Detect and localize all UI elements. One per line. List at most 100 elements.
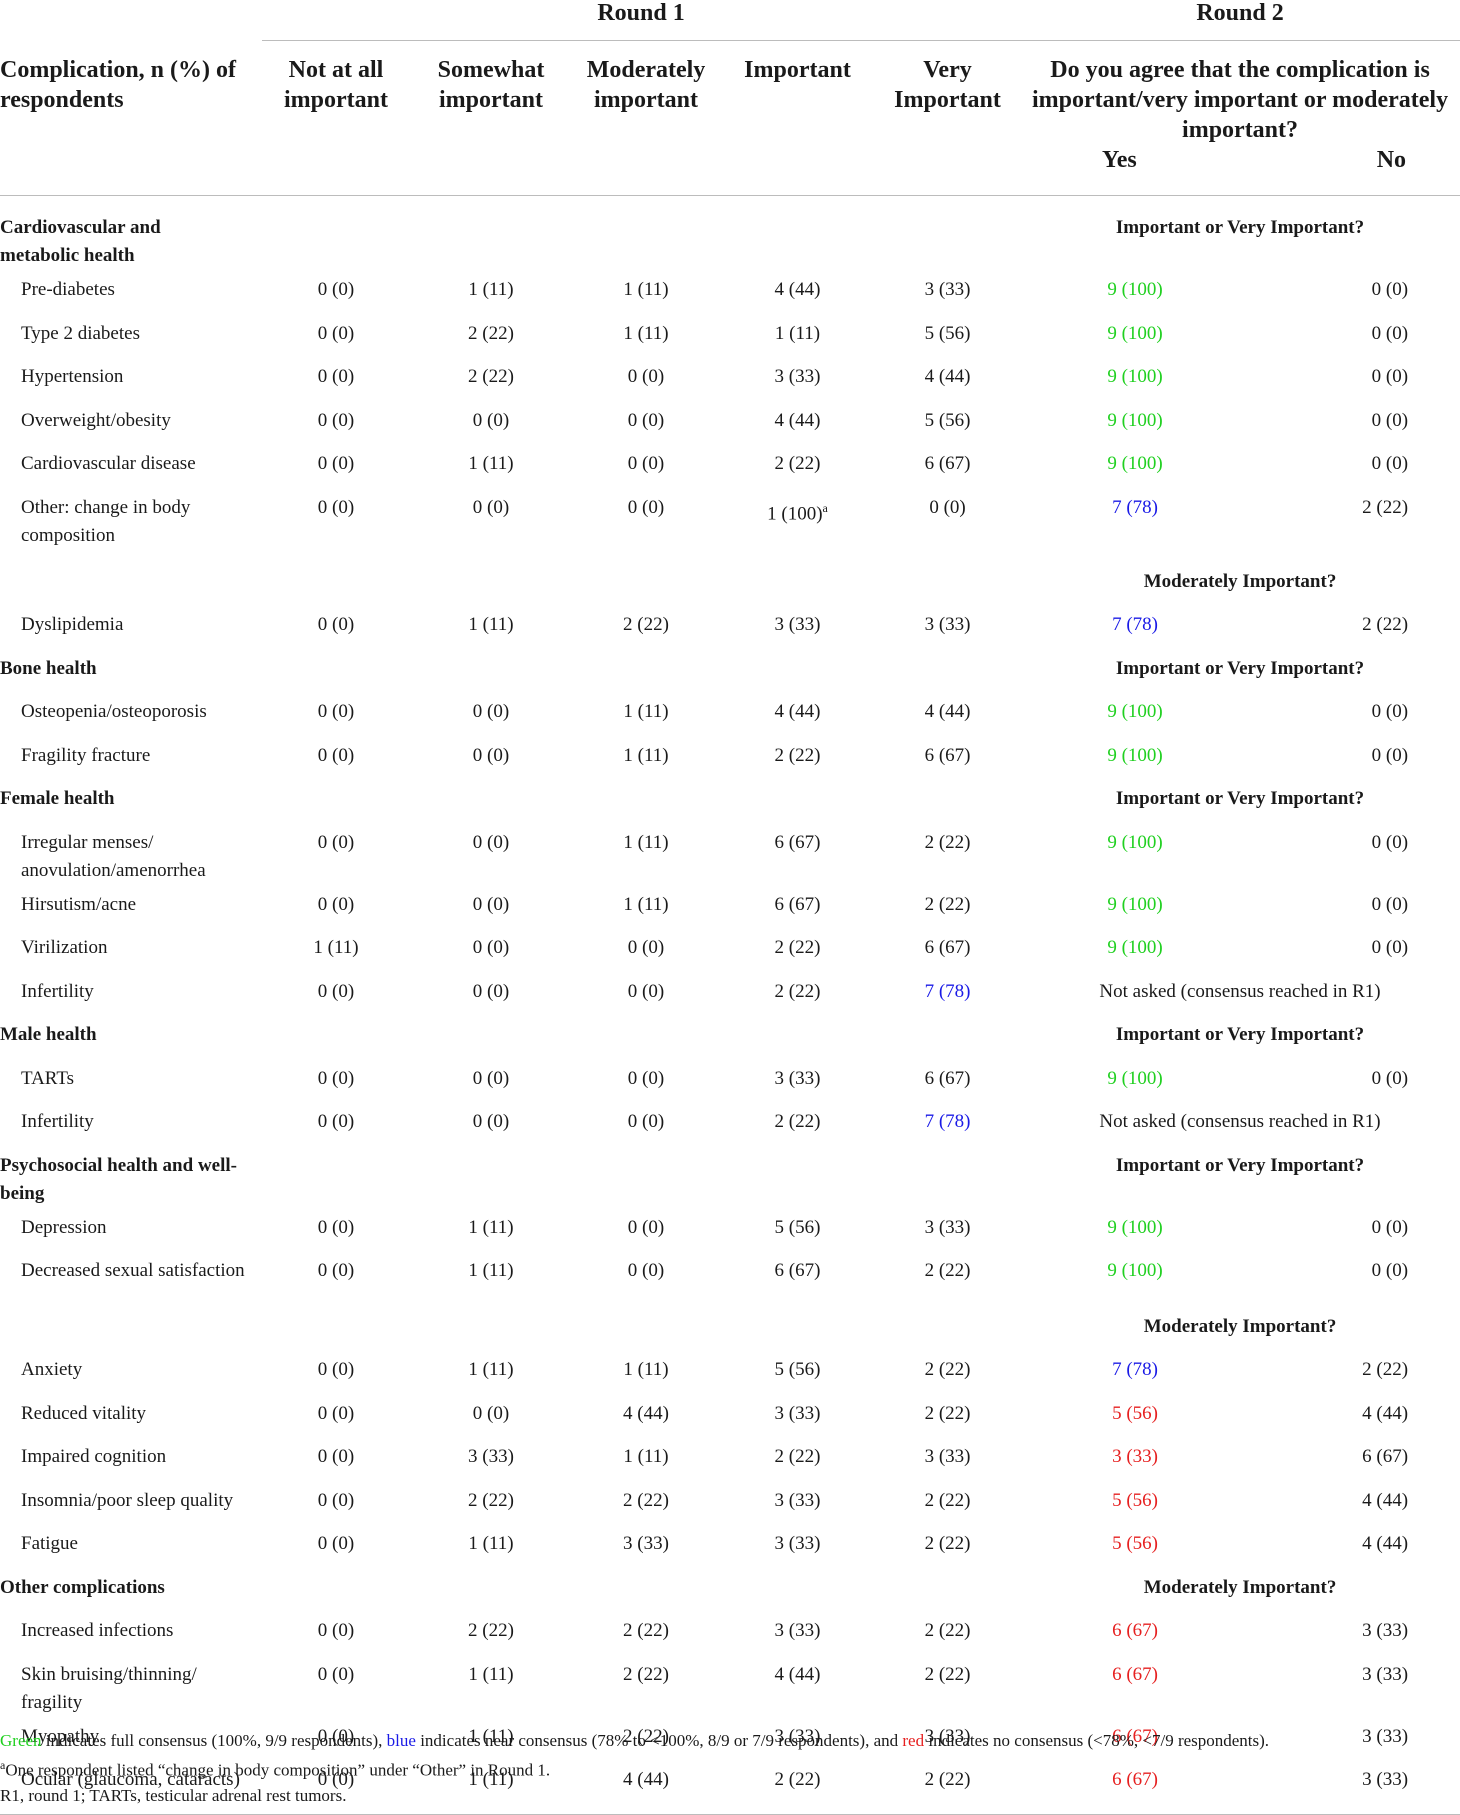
table-row: Hirsutism/acne 0 (0) 0 (0) 1 (11) 6 (67) 2 (2… — [0, 885, 1460, 929]
round1-value: 0 (0) — [627, 366, 665, 387]
round1-value: 1 (11) — [410, 1760, 572, 1815]
table-row: Dyslipidemia 0 (0) 1 (11) 2 (22) 3 (33) 3 (33… — [0, 605, 1460, 649]
round1-value: 3 (33) — [924, 1216, 971, 1238]
table-row: Increased infections 0 (0) 2 (22) 2 (22) 3 (… — [0, 1611, 1460, 1655]
category-row: Cardiovascular and metabolic health Impor… — [0, 196, 1460, 271]
round2-yes: 9 (100) — [1107, 893, 1163, 915]
complication-label: Decreased sexual satisfaction — [21, 1260, 245, 1281]
round2-subheading: Important or Very Important? — [1115, 1024, 1365, 1045]
round1-value: 1 (11) — [623, 701, 669, 722]
table-row: Depression 0 (0) 1 (11) 0 (0) 5 (56) 3 (33) 9 … — [0, 1208, 1460, 1252]
round1-value: 5 (56) — [774, 1359, 821, 1380]
round1-value: 0 (0) — [627, 1216, 665, 1238]
table-row: Osteopenia/osteoporosis 0 (0) 0 (0) 1 (11) 4… — [0, 692, 1460, 736]
col-round2-question: Do you agree that the complication is im… — [1020, 40, 1460, 196]
round1-value: 3 (33) — [774, 1402, 821, 1424]
category-label: Female health — [0, 788, 115, 809]
round1-value: 2 (22) — [468, 322, 514, 344]
round1-value: 0 (0) — [317, 1359, 355, 1380]
round2-not-asked: Not asked (consensus reached in R1) — [1099, 1111, 1381, 1132]
complication-label: Irregular menses/ anovulation/amenorrhea — [21, 831, 206, 881]
round1-value: 2 (22) — [774, 453, 821, 474]
round1-value: 1 (100)a — [767, 500, 828, 524]
round1-value: 0 (0) — [317, 893, 355, 915]
round2-no: 3 (33) — [1250, 1760, 1460, 1815]
round1-value: 2 (22) — [774, 744, 821, 766]
table-row: Myopathy 0 (0) 1 (11) 2 (22) 3 (33) 3 (33) 6 (… — [0, 1717, 1460, 1761]
complication-label: Hirsutism/acne — [21, 893, 137, 915]
complication-label: Fatigue — [21, 1533, 78, 1554]
round1-value: 0 (0) — [472, 744, 510, 766]
round1-value: 2 (22) — [623, 1663, 669, 1685]
round1-value: 1 (11) — [623, 744, 669, 766]
round2-yes: 9 (100) — [1107, 453, 1163, 474]
table-row: Infertility 0 (0) 0 (0) 0 (0) 2 (22) 7 (78) No… — [0, 972, 1460, 1016]
round1-value: 0 (0) — [317, 1067, 355, 1089]
round1-value: 2 (22) — [774, 1111, 821, 1132]
round1-value: 0 (0) — [317, 322, 355, 344]
round1-value: 5 (56) — [924, 409, 971, 431]
round1-value: 0 (0) — [317, 1725, 355, 1747]
round2-subheading: Moderately Important? — [1143, 570, 1337, 592]
table-body: Cardiovascular and metabolic health Impor… — [0, 196, 1460, 1815]
col-moderately: Moderately important — [572, 40, 720, 196]
round2-no: 0 (0) — [1371, 831, 1409, 853]
round2-yes: 3 (33) — [1112, 1446, 1158, 1467]
round1-value: 2 (22) — [623, 1620, 669, 1641]
round1-value: 0 (0) — [472, 496, 510, 518]
round2-no: 0 (0) — [1371, 937, 1409, 958]
category-row: Other complications Moderately Important? — [0, 1568, 1460, 1612]
round1-value: 6 (67) — [774, 893, 821, 915]
round1-value: 2 (22) — [623, 1489, 669, 1511]
round1-value: 3 (33) — [623, 1533, 669, 1554]
round1-value: 0 (0) — [472, 1067, 510, 1089]
round2-no: 0 (0) — [1371, 366, 1409, 387]
round2-no: 3 (33) — [1362, 1725, 1409, 1747]
round1-value: 0 (0) — [317, 1663, 355, 1685]
round1-value: 1 (11) — [468, 1359, 514, 1380]
round1-value: 1 (11) — [468, 1725, 514, 1747]
round1-value: 1 (11) — [468, 453, 514, 474]
round1-value: 0 (0) — [472, 937, 510, 958]
column-header-row: Complication, n (%) of respondents Not a… — [0, 40, 1460, 196]
round1-value: 0 (0) — [317, 1111, 355, 1132]
round2-header: Round 2 — [1020, 0, 1460, 41]
round1-value: 2 (22) — [774, 980, 821, 1002]
round1-value: 0 (0) — [317, 496, 355, 518]
subheading-row: Moderately Important? — [0, 550, 1460, 606]
complication-label: Infertility — [21, 1111, 94, 1132]
category-label: Other complications — [0, 1576, 165, 1598]
round1-value: 0 (0) — [317, 409, 355, 431]
round1-value: 6 (67) — [924, 453, 971, 474]
round1-value: 0 (0) — [627, 453, 665, 474]
round1-value: 0 (0) — [472, 409, 510, 431]
round1-value: 0 (0) — [317, 366, 355, 387]
footnote-abbreviations: R1, round 1; TARTs, testicular adrenal r… — [0, 1785, 347, 1805]
round1-value: 2 (22) — [468, 366, 514, 387]
complication-label: Fragility fracture — [21, 744, 151, 766]
round2-no: 6 (67) — [1362, 1446, 1409, 1467]
complication-label: Hypertension — [21, 366, 124, 387]
round2-yes: 9 (100) — [1107, 409, 1163, 431]
table-row: Anxiety 0 (0) 1 (11) 1 (11) 5 (56) 2 (22) 7 (7… — [0, 1350, 1460, 1394]
table-row: TARTs 0 (0) 0 (0) 0 (0) 3 (33) 6 (67) 9 (100) 0… — [0, 1059, 1460, 1103]
round1-value: 0 (0) — [627, 1260, 665, 1281]
round1-value: 4 (44) — [774, 701, 821, 722]
round1-value: 0 (0) — [317, 453, 355, 474]
round2-subheading: Important or Very Important? — [1115, 1154, 1365, 1176]
round2-no: 4 (44) — [1362, 1402, 1409, 1424]
table-row: Hypertension 0 (0) 2 (22) 0 (0) 3 (33) 4 (44)… — [0, 357, 1460, 401]
round1-value: 1 (11) — [623, 831, 669, 853]
round1-value: 3 (33) — [774, 1489, 821, 1511]
round1-value: 0 (0) — [317, 614, 355, 635]
round1-value: 1 (11) — [468, 614, 514, 635]
round2-no: 0 (0) — [1371, 744, 1409, 766]
footnotes: Green indicates full consensus (100%, 9/… — [0, 1728, 1460, 1808]
round1-value: 0 (0) — [627, 937, 665, 958]
round2-no: 2 (22) — [1362, 614, 1409, 635]
round1-value: 4 (44) — [774, 279, 821, 300]
col-no: No — [1376, 147, 1407, 173]
round1-value: 1 (11) — [468, 1260, 514, 1281]
category-row: Psychosocial health and well-being Import… — [0, 1146, 1460, 1208]
